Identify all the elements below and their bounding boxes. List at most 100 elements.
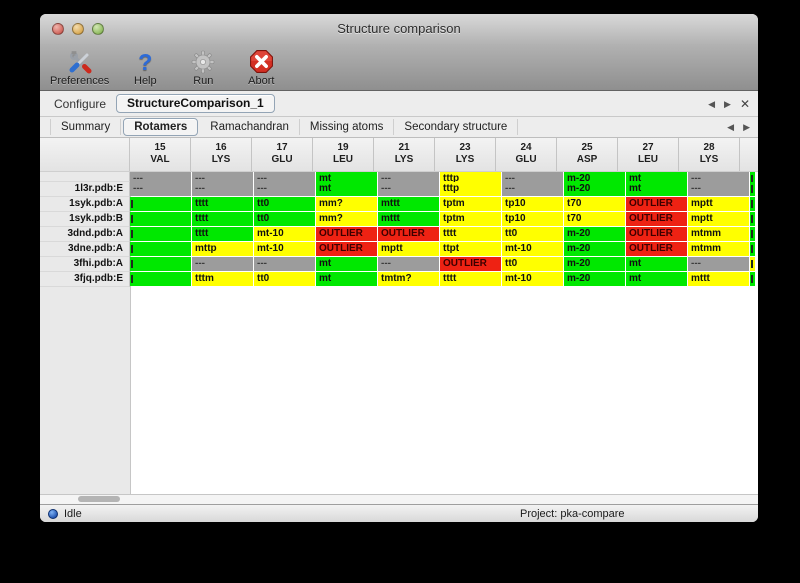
cell[interactable]: mt-10 xyxy=(254,227,315,241)
cell[interactable]: --- xyxy=(130,172,191,182)
cell[interactable]: OUTLIER xyxy=(378,227,439,241)
cell[interactable]: --- xyxy=(378,182,439,196)
cell[interactable]: m-20 xyxy=(564,172,625,182)
row-header[interactable]: 3dnd.pdb:A xyxy=(40,227,130,242)
cell[interactable]: mttt xyxy=(378,212,439,226)
clipped-edge-cell[interactable] xyxy=(750,182,755,196)
cell[interactable]: mm? xyxy=(316,197,377,211)
cell[interactable]: mptt xyxy=(688,212,749,226)
tabs-prev-icon[interactable]: ◀ xyxy=(727,122,735,132)
clipped-edge-cell[interactable] xyxy=(750,197,755,211)
cell[interactable]: OUTLIER xyxy=(626,227,687,241)
cell[interactable]: OUTLIER xyxy=(626,197,687,211)
horizontal-scrollbar[interactable] xyxy=(40,494,758,504)
clipped-edge-cell[interactable] xyxy=(750,172,755,182)
row-header[interactable]: 1syk.pdb:A xyxy=(40,197,130,212)
cell[interactable]: tp10 xyxy=(502,197,563,211)
cell[interactable]: tttt xyxy=(440,272,501,286)
config-prev-icon[interactable]: ◀ xyxy=(708,98,716,109)
cell[interactable]: --- xyxy=(192,182,253,196)
cell[interactable]: --- xyxy=(688,257,749,271)
clipped-edge-cell[interactable] xyxy=(750,227,755,241)
cell[interactable]: tmtm? xyxy=(378,272,439,286)
column-header[interactable]: 23 LYS xyxy=(435,138,496,171)
cell[interactable]: m-20 xyxy=(564,227,625,241)
cell[interactable] xyxy=(130,272,191,286)
cell[interactable]: --- xyxy=(254,172,315,182)
cell[interactable]: tttt xyxy=(192,197,253,211)
cell[interactable]: m-20 xyxy=(564,257,625,271)
cell[interactable]: tt0 xyxy=(254,272,315,286)
tabs-next-icon[interactable]: ▶ xyxy=(743,122,750,132)
cell[interactable]: t70 xyxy=(564,197,625,211)
column-header[interactable]: 25 ASP xyxy=(557,138,618,171)
column-header[interactable]: 27 LEU xyxy=(618,138,679,171)
cell[interactable]: tttp xyxy=(440,172,501,182)
cell[interactable]: mt xyxy=(626,182,687,196)
cell[interactable]: mtmm xyxy=(688,227,749,241)
cell[interactable]: mttt xyxy=(688,272,749,286)
cell[interactable]: mttp xyxy=(192,242,253,256)
cell[interactable]: t70 xyxy=(564,212,625,226)
row-header[interactable]: 1l3r.pdb:E xyxy=(40,182,130,197)
tab-rotamers[interactable]: Rotamers xyxy=(123,118,199,136)
column-header[interactable]: 24 GLU xyxy=(496,138,557,171)
column-header[interactable]: 17 GLU xyxy=(252,138,313,171)
column-header[interactable]: 15 VAL xyxy=(130,138,191,171)
cell[interactable]: tp10 xyxy=(502,212,563,226)
cell[interactable]: OUTLIER xyxy=(626,242,687,256)
help-button[interactable]: ? Help xyxy=(123,48,167,88)
cell[interactable]: OUTLIER xyxy=(440,257,501,271)
zoom-window-button[interactable] xyxy=(92,23,104,35)
cell[interactable]: mt xyxy=(316,272,377,286)
cell[interactable]: --- xyxy=(378,172,439,182)
cell[interactable]: mt-10 xyxy=(502,242,563,256)
row-header[interactable]: 3dne.pdb:A xyxy=(40,242,130,257)
cell[interactable]: tptm xyxy=(440,212,501,226)
cell[interactable] xyxy=(130,197,191,211)
cell[interactable]: mttt xyxy=(378,197,439,211)
cell[interactable]: OUTLIER xyxy=(316,242,377,256)
preferences-button[interactable]: Preferences xyxy=(50,48,109,88)
cell[interactable] xyxy=(130,257,191,271)
cell[interactable] xyxy=(130,227,191,241)
cell[interactable]: m-20 xyxy=(564,242,625,256)
cell[interactable]: mptt xyxy=(378,242,439,256)
column-header[interactable]: 21 LYS xyxy=(374,138,435,171)
column-header[interactable]: 19 LEU xyxy=(313,138,374,171)
cell[interactable]: m-20 xyxy=(564,182,625,196)
cell[interactable]: mtmm xyxy=(688,242,749,256)
config-close-icon[interactable]: ✕ xyxy=(739,96,750,111)
column-header[interactable]: 16 LYS xyxy=(191,138,252,171)
cell[interactable]: tttp xyxy=(440,182,501,196)
cell[interactable]: tttt xyxy=(440,227,501,241)
cell[interactable]: tttt xyxy=(192,227,253,241)
row-header[interactable]: 3fjq.pdb:E xyxy=(40,272,130,287)
cell[interactable]: --- xyxy=(254,257,315,271)
run-button[interactable]: Run xyxy=(181,48,225,88)
clipped-edge-cell[interactable] xyxy=(750,212,755,226)
cell[interactable]: tttm xyxy=(192,272,253,286)
cell[interactable]: mt xyxy=(626,257,687,271)
cell[interactable]: --- xyxy=(688,172,749,182)
cell[interactable]: mt xyxy=(626,172,687,182)
cell[interactable]: --- xyxy=(192,257,253,271)
cell[interactable]: m-20 xyxy=(564,272,625,286)
tab-missing-atoms[interactable]: Missing atoms xyxy=(300,119,395,135)
tab-ramachandran[interactable]: Ramachandran xyxy=(200,119,300,135)
minimize-window-button[interactable] xyxy=(72,23,84,35)
column-header[interactable]: 28 LYS xyxy=(679,138,740,171)
tab-secondary-structure[interactable]: Secondary structure xyxy=(394,119,519,135)
cell[interactable]: --- xyxy=(378,257,439,271)
cell[interactable]: mt-10 xyxy=(502,272,563,286)
cell[interactable]: tptm xyxy=(440,197,501,211)
cell[interactable]: mt xyxy=(316,257,377,271)
cell[interactable]: tttt xyxy=(192,212,253,226)
cell[interactable]: --- xyxy=(130,182,191,196)
cell[interactable]: tt0 xyxy=(502,227,563,241)
cell[interactable]: --- xyxy=(502,172,563,182)
cell[interactable]: OUTLIER xyxy=(316,227,377,241)
cell[interactable] xyxy=(130,212,191,226)
row-header[interactable]: 1syk.pdb:B xyxy=(40,212,130,227)
scrollbar-thumb[interactable] xyxy=(78,496,120,502)
